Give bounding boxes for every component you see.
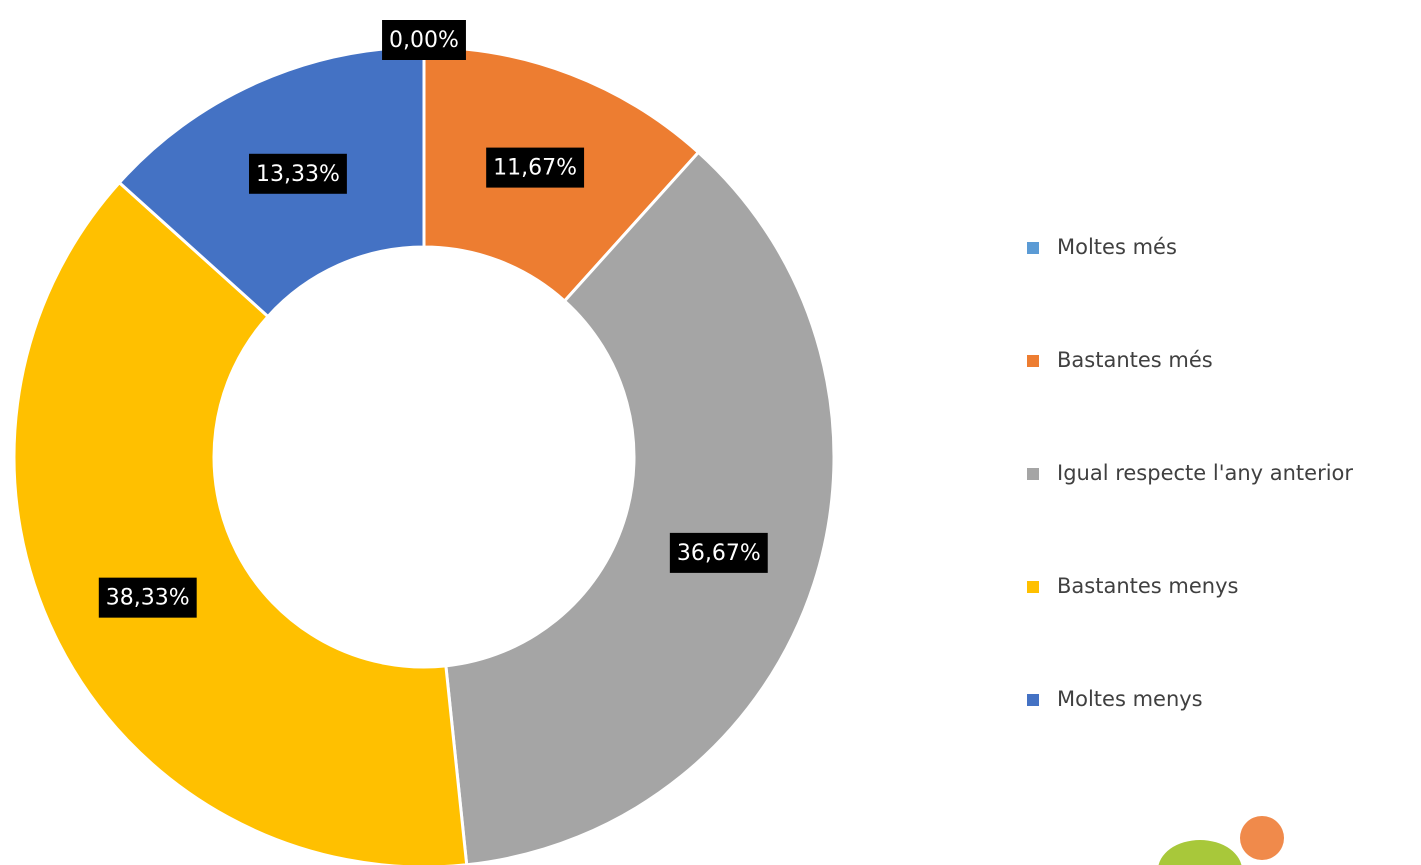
data-label-text: 11,67% [493,156,577,181]
logo [1158,816,1284,865]
data-label: 11,67% [486,147,585,188]
logo-shape [1158,840,1242,865]
data-label-text: 13,33% [256,162,340,187]
slice [12,180,469,865]
data-label: 38,33% [98,577,197,618]
legend-label: Bastantes més [1057,348,1213,372]
legend-label: Bastantes menys [1057,574,1238,598]
data-label: 0,00% [382,20,466,60]
legend-marker [1027,242,1039,254]
logo-shape [1240,816,1284,860]
legend-marker [1027,468,1039,480]
legend-label: Moltes menys [1057,687,1203,711]
data-label: 36,67% [669,532,768,573]
data-label: 13,33% [248,153,347,194]
data-label-text: 36,67% [677,541,761,566]
legend-marker [1027,694,1039,706]
data-label-text: 38,33% [106,586,190,611]
data-label-text: 0,00% [389,28,459,53]
data-label-bg [669,532,768,573]
legend-marker [1027,581,1039,593]
legend-label: Moltes més [1057,235,1177,259]
data-label-bg [382,20,466,60]
data-label-bg [486,147,585,188]
legend-marker [1027,355,1039,367]
slice [444,150,836,865]
data-label-bg [98,577,197,618]
data-label-bg [248,153,347,194]
legend-label: Igual respecte l'any anterior [1057,461,1353,485]
